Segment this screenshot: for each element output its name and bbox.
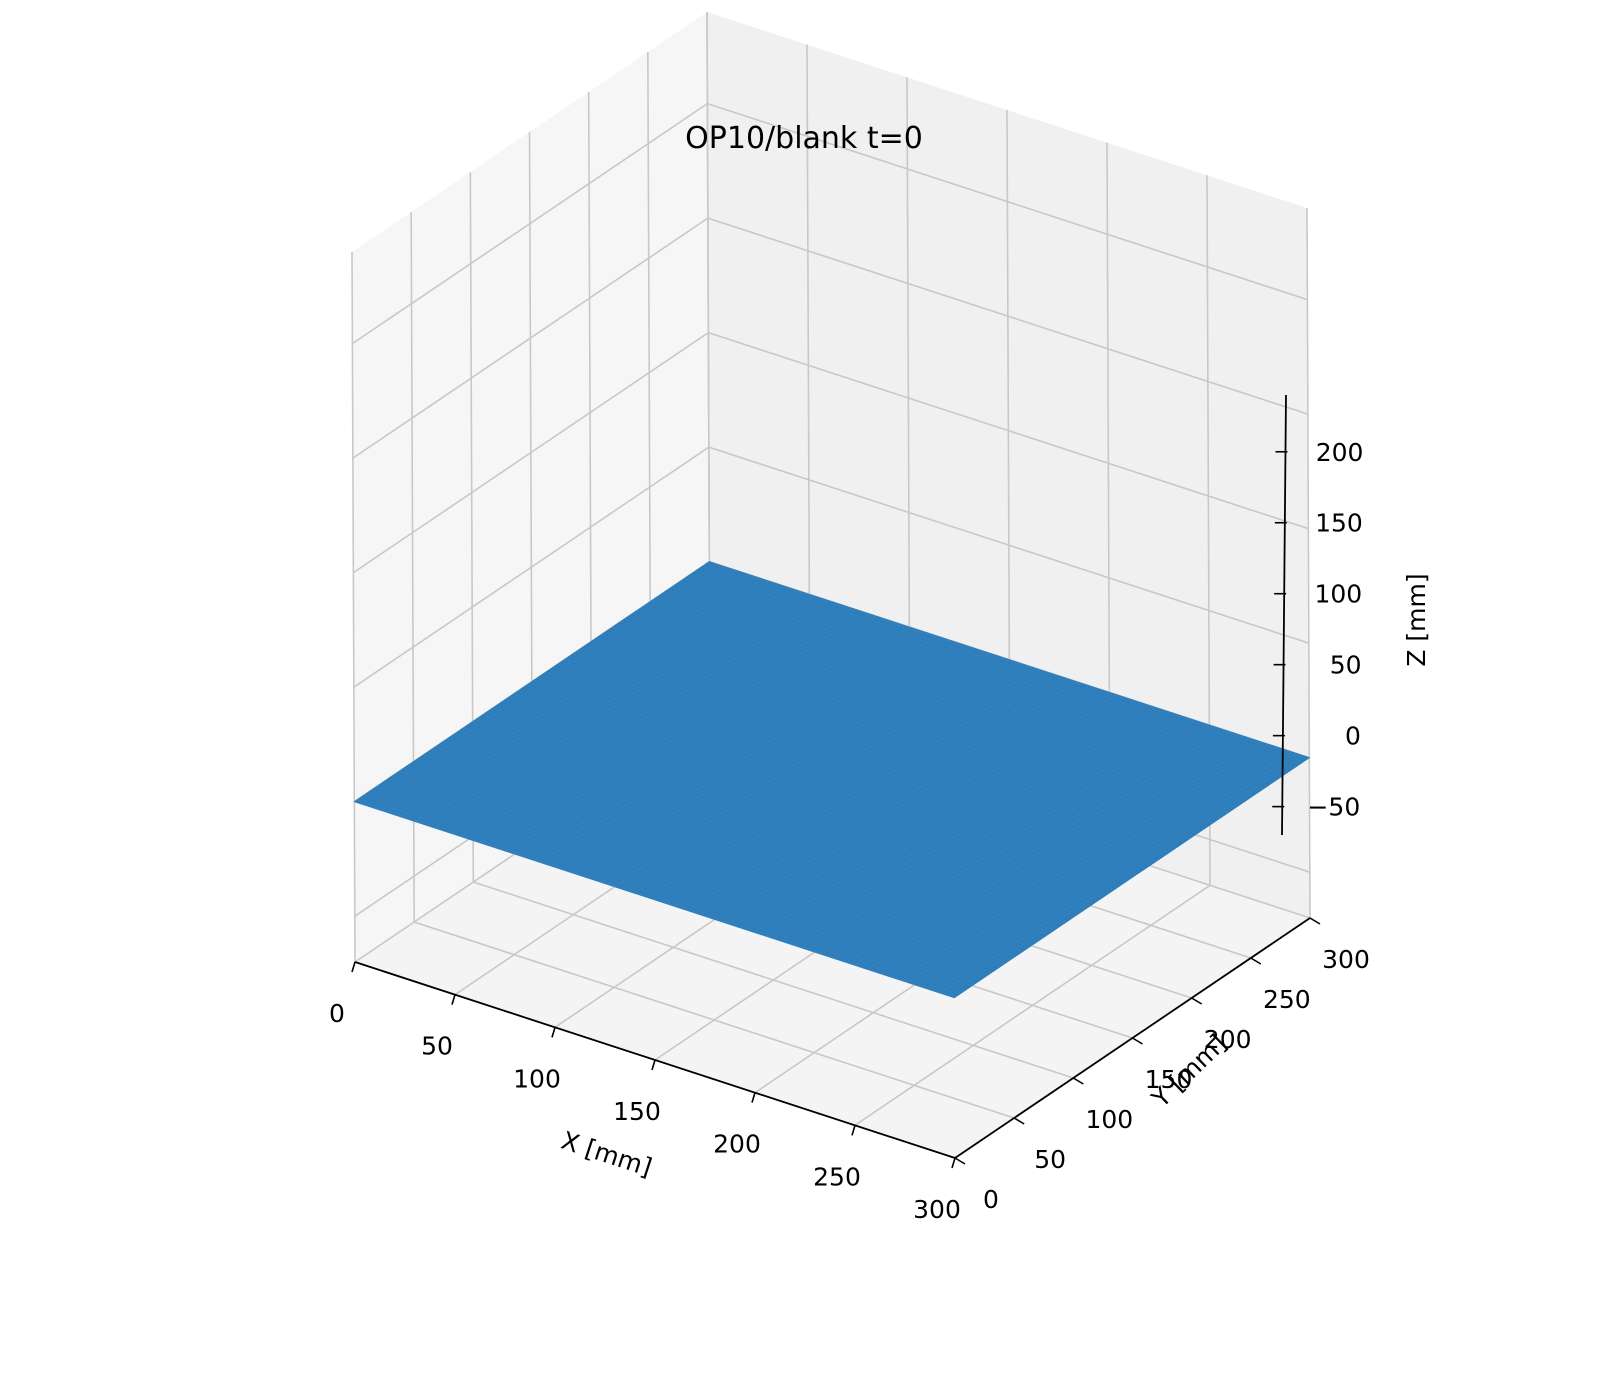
surface-mesh-line (907, 742, 1263, 983)
z-tick-label: 100 (1314, 580, 1362, 609)
surface-mesh-line (661, 593, 1263, 790)
z-gridline (351, 102, 1308, 345)
x-tick (751, 1092, 756, 1103)
surface-mesh-line (693, 572, 1294, 769)
surface-mesh-line (860, 726, 1217, 968)
surface-mesh-line (940, 753, 1297, 994)
x-tick (551, 1027, 556, 1038)
surface-mesh-line (874, 731, 1230, 972)
z-tick-label: 150 (1315, 509, 1363, 538)
y-tick-label: 100 (1085, 1105, 1133, 1134)
x-tick-label: 250 (813, 1162, 861, 1191)
surface-mesh-line (677, 582, 1278, 780)
y-gridline (469, 171, 1074, 1079)
x-tick-label: 0 (329, 999, 345, 1028)
surface-plot (353, 561, 1311, 999)
surface-mesh-line (685, 577, 1286, 774)
surface-mesh-line (914, 744, 1270, 985)
surface-mesh-line (650, 601, 1251, 798)
y-tick-label: 200 (1204, 1025, 1252, 1054)
surface-mesh-line (654, 598, 1255, 796)
y-tick (954, 1157, 966, 1165)
x-tick-label: 200 (713, 1130, 761, 1159)
y-tick (1191, 997, 1203, 1005)
y-tick (1132, 1037, 1143, 1045)
chart-title: OP10/blank t=0 (685, 121, 923, 156)
y-tick-label: 250 (1263, 985, 1311, 1014)
surface-mesh-line (681, 580, 1282, 777)
axes-ticks: 0 50 100 150 200 250 300 0 50 100 150 200 250 300 −50 0… (329, 438, 1370, 1224)
z-tick-label: 50 (1330, 651, 1362, 680)
surface-mesh-line (947, 755, 1303, 996)
y-tick (1309, 917, 1321, 925)
z-gridline (353, 446, 1310, 688)
surface-mesh-line (673, 585, 1274, 782)
surface-mesh-line (657, 596, 1259, 793)
y-gridline (410, 211, 1015, 1119)
z-tick-label: 200 (1316, 438, 1364, 467)
surface-mesh-line (880, 733, 1237, 974)
z-tick-label: −50 (1307, 793, 1360, 822)
z-tick-label: 0 (1345, 722, 1361, 751)
z-gridline (352, 331, 1309, 574)
surface-mesh-line (927, 748, 1283, 990)
y-tick-label: 300 (1322, 945, 1370, 974)
surface-mesh-line (689, 574, 1290, 772)
surface-mesh-line (665, 590, 1267, 788)
y-tick (1072, 1077, 1084, 1085)
x-tick (951, 1157, 956, 1169)
surface-mesh-line (697, 569, 1298, 766)
x-tick-label: 150 (613, 1097, 661, 1126)
x-tick (351, 961, 356, 973)
surface-mesh-line (894, 737, 1250, 979)
x-tick (651, 1059, 656, 1071)
z-gridline (352, 217, 1309, 459)
z-axis-line (1281, 394, 1287, 836)
surface-mesh-line (934, 750, 1290, 992)
y-tick-label: 150 (1145, 1065, 1193, 1094)
surface-mesh-line (669, 588, 1270, 785)
x-tick (451, 994, 456, 1005)
axes-panes (352, 12, 1310, 1158)
surface-mesh-line (900, 740, 1257, 981)
surface-mesh-line (920, 746, 1277, 988)
surface-mesh-line (705, 564, 1306, 761)
x-tick-label: 100 (513, 1064, 561, 1093)
surface-mesh-line (887, 735, 1243, 977)
y-tick (1013, 1117, 1025, 1125)
x-tick-label: 50 (421, 1032, 453, 1061)
y-tick-label: 50 (1034, 1145, 1066, 1174)
x-axis-label: X [mm] (558, 1126, 656, 1182)
surface-mesh-line (701, 566, 1302, 764)
surface-mesh-line (867, 729, 1223, 970)
z-axis-label: Z [mm] (1402, 573, 1431, 666)
y-tick (1250, 957, 1262, 965)
x-tick (851, 1125, 856, 1136)
x-tick-label: 300 (913, 1195, 961, 1224)
y-tick-label: 0 (983, 1185, 999, 1214)
